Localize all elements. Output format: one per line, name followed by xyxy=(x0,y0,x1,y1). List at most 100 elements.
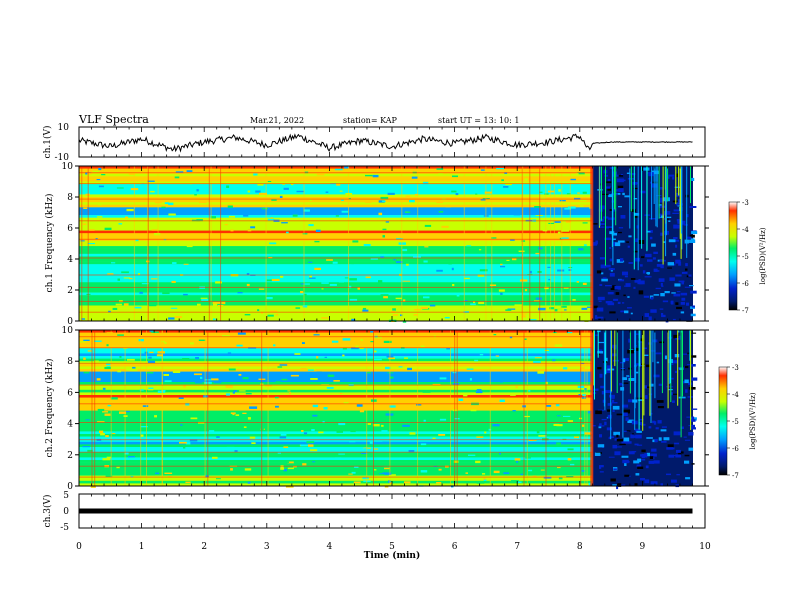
spectrum-speckle xyxy=(635,257,640,262)
spectrum-speckle xyxy=(622,271,628,276)
spectrum-speckle xyxy=(652,420,656,424)
spectrum-line xyxy=(79,257,593,259)
spectrum-speckle xyxy=(308,444,314,447)
spectrum-speckle xyxy=(537,371,545,374)
spectrum-speckle xyxy=(359,410,365,413)
spectrum-speckle xyxy=(169,302,175,305)
spectrum-speckle xyxy=(324,343,329,345)
ch2-spectrogram-ylabel: ch.2 Frequency (kHz) xyxy=(44,359,55,458)
spectrum-speckle xyxy=(600,272,604,275)
spectrum-speckle xyxy=(538,307,546,311)
spectrum-speckle xyxy=(644,479,650,484)
sferic-streak xyxy=(675,166,677,205)
spectrum-speckle xyxy=(674,354,680,358)
spectrum-speckle xyxy=(604,237,611,240)
spectrum-speckle xyxy=(106,456,111,459)
spectrum-speckle xyxy=(137,185,141,188)
spectrum-streak xyxy=(553,166,555,321)
spectrum-speckle xyxy=(302,283,310,285)
spectrum-speckle xyxy=(658,213,661,218)
spectrum-speckle xyxy=(82,446,90,448)
spectrum-speckle xyxy=(545,381,548,385)
spectrum-speckle xyxy=(684,286,691,288)
spectrum-speckle xyxy=(168,213,176,216)
ch3-waveform-line xyxy=(79,508,693,514)
spectrum-speckle xyxy=(690,313,696,317)
sferic-streak xyxy=(630,166,632,212)
spectrum-speckle xyxy=(234,450,238,453)
spectrum-speckle xyxy=(388,171,394,173)
spectrum-speckle xyxy=(675,302,679,305)
spectrum-speckle xyxy=(232,413,235,416)
spectrum-speckle xyxy=(327,417,331,420)
spectrum-speckle xyxy=(686,416,692,418)
spectrum-speckle xyxy=(576,172,579,175)
spectrum-speckle xyxy=(80,240,85,242)
spectrum-speckle xyxy=(653,251,658,254)
spectrum-speckle xyxy=(606,181,612,184)
ch3-ytick-mid: 0 xyxy=(63,507,69,517)
spectrum-speckle xyxy=(106,363,111,366)
spectrum-speckle xyxy=(606,365,613,369)
spectrum-speckle xyxy=(366,372,371,374)
spectrum-speckle xyxy=(631,451,637,453)
spectrum-speckle xyxy=(520,473,523,476)
spectrum-speckle xyxy=(684,454,690,457)
spectrum-speckle xyxy=(174,316,182,318)
spectrum-speckle xyxy=(565,302,569,305)
spectrum-speckle xyxy=(99,441,103,443)
spectrum-speckle xyxy=(244,468,252,471)
spectrum-speckle xyxy=(537,181,543,183)
spectrum-band xyxy=(79,436,593,440)
spectrum-speckle xyxy=(571,472,578,475)
spectrum-speckle xyxy=(547,266,551,268)
spectrum-speckle xyxy=(605,369,611,374)
spectrum-speckle xyxy=(498,289,505,292)
spectrum-speckle xyxy=(666,216,672,218)
spectrum-speckle xyxy=(296,190,304,193)
spectrum-line xyxy=(79,220,593,222)
spectrum-speckle xyxy=(436,482,442,484)
spectrum-band xyxy=(79,348,593,352)
spectrum-speckle xyxy=(482,473,486,475)
spectrum-speckle xyxy=(598,341,605,344)
spectrum-speckle xyxy=(480,169,485,171)
spectrum-speckle xyxy=(670,300,674,305)
spectrum-speckle xyxy=(286,470,294,473)
spectrum-speckle xyxy=(102,387,106,390)
sferic-streak xyxy=(604,330,606,411)
spectrum-band xyxy=(79,356,593,359)
spectrum-speckle xyxy=(668,454,675,458)
spectrum-speckle xyxy=(553,221,561,223)
transition-line xyxy=(590,330,594,486)
spectrum-speckle xyxy=(97,216,103,218)
spectrum-speckle xyxy=(627,307,632,309)
spectrum-speckle xyxy=(404,481,411,484)
spectrum-speckle xyxy=(168,202,174,206)
spectrum-speckle xyxy=(667,336,673,339)
spectrum-speckle xyxy=(274,396,279,399)
spectrum-speckle xyxy=(557,269,565,272)
spectrum-speckle xyxy=(464,277,470,280)
spectrum-speckle xyxy=(334,168,343,171)
spectrum-speckle xyxy=(561,229,570,232)
spectrum-speckle xyxy=(674,442,680,445)
spectrum-speckle xyxy=(339,393,343,394)
spectrum-speckle xyxy=(469,378,472,381)
ytick-label: 2 xyxy=(67,286,73,296)
spectrum-streak xyxy=(204,330,206,486)
spectrum-speckle xyxy=(598,426,602,429)
spectrum-speckle xyxy=(357,287,360,290)
spectrum-speckle xyxy=(557,415,561,417)
spectrum-speckle xyxy=(402,280,410,282)
spectrum-speckle xyxy=(398,366,403,368)
spectrum-speckle xyxy=(277,366,283,368)
spectrum-speckle xyxy=(624,310,629,314)
spectrum-speckle xyxy=(671,360,678,364)
spectrum-speckle xyxy=(373,358,382,361)
spectrum-speckle xyxy=(500,265,506,268)
spectrum-speckle xyxy=(607,179,611,181)
spectrum-speckle xyxy=(572,299,576,301)
xtick-label: 3 xyxy=(264,542,270,552)
spectrum-speckle xyxy=(97,408,105,412)
